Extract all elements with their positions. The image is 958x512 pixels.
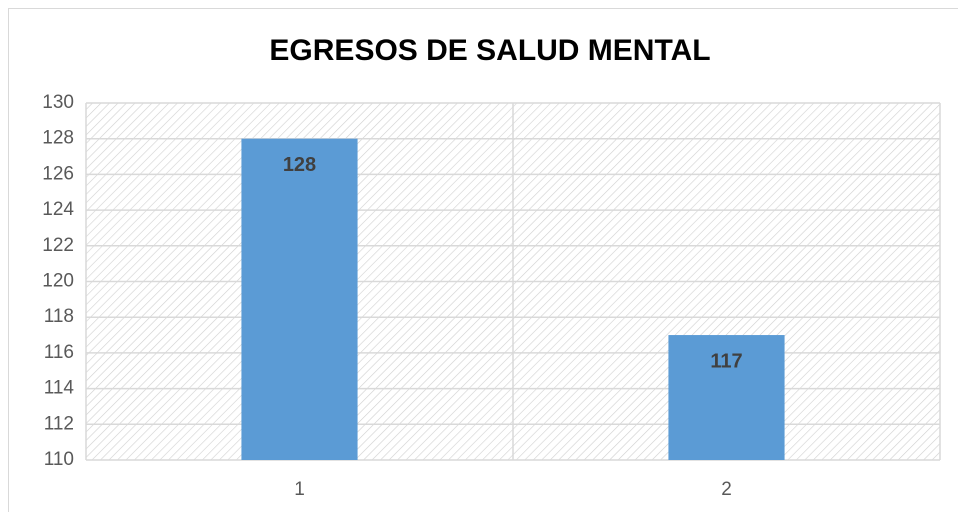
x-tick-label: 1 [294,479,305,500]
y-tick-label: 126 [42,163,74,184]
y-tick-label: 116 [44,342,74,363]
chart-title: EGRESOS DE SALUD MENTAL [269,34,710,67]
y-tick-label: 110 [44,449,74,470]
value-label: 117 [710,350,742,372]
value-label: 128 [283,154,316,176]
bar [668,335,785,460]
y-tick-label: 114 [44,378,75,399]
y-tick-label: 118 [44,306,74,327]
y-tick-label: 128 [42,128,74,149]
x-tick-label: 2 [721,479,732,500]
y-tick-label: 112 [44,413,74,434]
bar [241,138,358,460]
y-tick-label: 120 [42,271,74,292]
y-tick-label: 130 [42,92,74,113]
y-tick-label: 124 [42,199,74,220]
y-tick-label: 122 [42,235,74,256]
